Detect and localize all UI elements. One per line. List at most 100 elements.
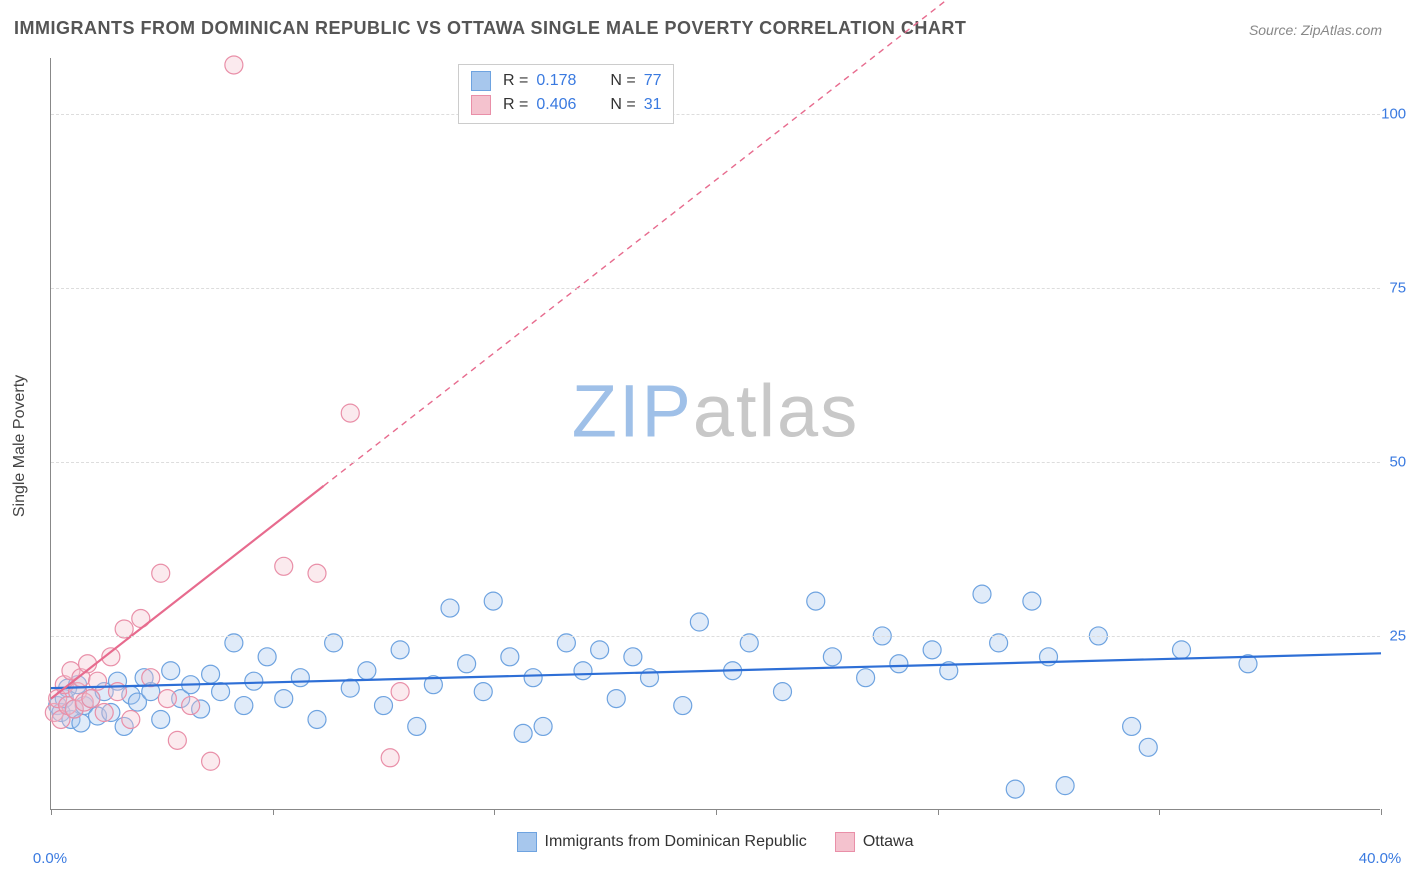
- data-point: [973, 585, 991, 603]
- y-tick-label: 50.0%: [1389, 453, 1406, 470]
- data-point: [807, 592, 825, 610]
- data-point: [258, 648, 276, 666]
- data-point: [122, 710, 140, 728]
- data-point: [182, 697, 200, 715]
- data-point: [391, 683, 409, 701]
- data-point: [1173, 641, 1191, 659]
- chart-title: IMMIGRANTS FROM DOMINICAN REPUBLIC VS OT…: [14, 18, 966, 39]
- data-point: [501, 648, 519, 666]
- r-value: 0.406: [536, 93, 592, 117]
- data-point: [152, 564, 170, 582]
- data-point: [441, 599, 459, 617]
- data-point: [484, 592, 502, 610]
- data-point: [245, 672, 263, 690]
- source-name: ZipAtlas.com: [1301, 22, 1382, 38]
- x-tick-label: 40.0%: [1359, 850, 1402, 867]
- data-point: [168, 731, 186, 749]
- source-attribution: Source: ZipAtlas.com: [1249, 22, 1382, 38]
- legend-swatch: [835, 832, 855, 852]
- n-label: N =: [610, 69, 635, 93]
- data-point: [202, 665, 220, 683]
- x-tick: [938, 809, 939, 815]
- legend-swatch: [471, 95, 491, 115]
- data-point: [158, 690, 176, 708]
- x-tick: [716, 809, 717, 815]
- data-point: [152, 710, 170, 728]
- data-point: [923, 641, 941, 659]
- data-point: [591, 641, 609, 659]
- data-point: [774, 683, 792, 701]
- data-point: [202, 752, 220, 770]
- data-point: [291, 669, 309, 687]
- data-point: [857, 669, 875, 687]
- legend-correlation-row: R = 0.406 N = 31: [471, 93, 661, 117]
- data-point: [408, 717, 426, 735]
- y-tick-label: 75.0%: [1389, 279, 1406, 296]
- legend-series-label: Ottawa: [863, 833, 914, 851]
- data-point: [235, 697, 253, 715]
- legend-correlation: R = 0.178 N = 77 R = 0.406 N = 31: [458, 64, 674, 124]
- legend-series-label: Immigrants from Dominican Republic: [545, 833, 807, 851]
- data-point: [391, 641, 409, 659]
- data-point: [142, 669, 160, 687]
- n-label: N =: [610, 93, 635, 117]
- data-point: [82, 690, 100, 708]
- data-point: [381, 749, 399, 767]
- data-point: [890, 655, 908, 673]
- data-point: [674, 697, 692, 715]
- legend-swatch: [517, 832, 537, 852]
- data-point: [1139, 738, 1157, 756]
- data-point: [1056, 777, 1074, 795]
- data-point: [375, 697, 393, 715]
- trend-line: [51, 653, 1381, 688]
- source-prefix: Source:: [1249, 22, 1301, 38]
- gridline: [51, 114, 1380, 115]
- x-tick: [494, 809, 495, 815]
- data-point: [95, 704, 113, 722]
- y-axis-label: Single Male Poverty: [11, 375, 29, 517]
- data-point: [474, 683, 492, 701]
- legend-series-item: Immigrants from Dominican Republic: [517, 832, 807, 852]
- x-tick: [1381, 809, 1382, 815]
- data-point: [624, 648, 642, 666]
- data-point: [607, 690, 625, 708]
- data-point: [458, 655, 476, 673]
- data-point: [212, 683, 230, 701]
- data-point: [275, 557, 293, 575]
- x-tick-label: 0.0%: [33, 850, 67, 867]
- n-value: 77: [644, 69, 662, 93]
- x-tick: [1159, 809, 1160, 815]
- n-value: 31: [644, 93, 662, 117]
- r-label: R =: [503, 93, 528, 117]
- r-value: 0.178: [536, 69, 592, 93]
- data-point: [514, 724, 532, 742]
- y-tick-label: 100.0%: [1381, 105, 1406, 122]
- data-point: [1023, 592, 1041, 610]
- data-point: [534, 717, 552, 735]
- gridline: [51, 462, 1380, 463]
- data-point: [341, 679, 359, 697]
- legend-swatch: [471, 71, 491, 91]
- gridline: [51, 636, 1380, 637]
- data-point: [823, 648, 841, 666]
- legend-series-item: Ottawa: [835, 832, 914, 852]
- data-point: [1123, 717, 1141, 735]
- y-tick-label: 25.0%: [1389, 627, 1406, 644]
- data-point: [162, 662, 180, 680]
- x-tick: [273, 809, 274, 815]
- data-point: [341, 404, 359, 422]
- data-point: [308, 710, 326, 728]
- data-point: [690, 613, 708, 631]
- trend-line: [51, 486, 324, 699]
- gridline: [51, 288, 1380, 289]
- data-point: [358, 662, 376, 680]
- data-point: [574, 662, 592, 680]
- x-tick: [51, 809, 52, 815]
- data-point: [225, 56, 243, 74]
- data-point: [308, 564, 326, 582]
- r-label: R =: [503, 69, 528, 93]
- plot-svg: [51, 58, 1380, 809]
- data-point: [1006, 780, 1024, 798]
- legend-correlation-row: R = 0.178 N = 77: [471, 69, 661, 93]
- data-point: [275, 690, 293, 708]
